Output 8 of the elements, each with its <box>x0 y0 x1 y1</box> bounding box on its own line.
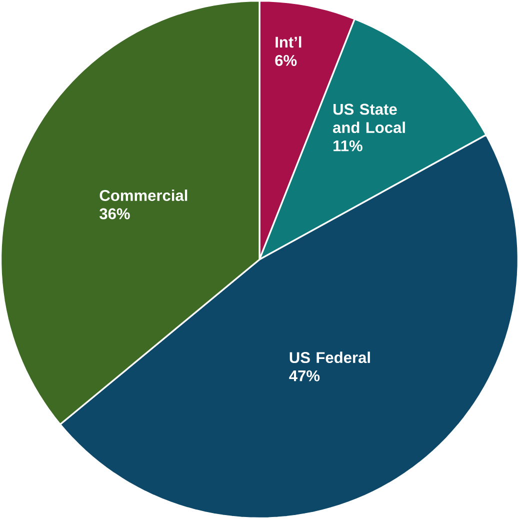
data-label: 47% <box>289 370 320 382</box>
data-label: 36% <box>100 208 130 220</box>
data-label: 6% <box>275 54 297 66</box>
slice-label: Commercial <box>100 190 188 201</box>
slice-label: US Federal <box>290 352 370 364</box>
slice-label: Int’l <box>276 36 302 48</box>
slice-label: US State and Local <box>333 104 405 134</box>
data-label: 11% <box>334 140 362 152</box>
